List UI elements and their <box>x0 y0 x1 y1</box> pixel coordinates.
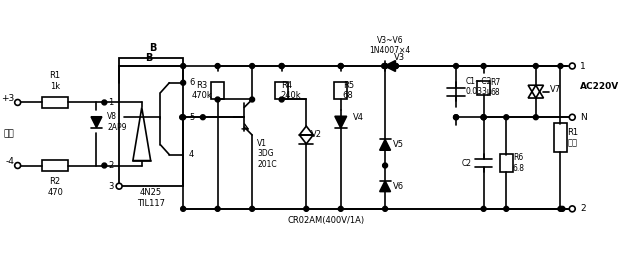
Circle shape <box>215 206 220 211</box>
Circle shape <box>504 206 509 211</box>
Text: 3: 3 <box>108 182 113 191</box>
Text: 1: 1 <box>580 61 586 70</box>
Circle shape <box>215 97 220 102</box>
Circle shape <box>481 115 486 120</box>
Circle shape <box>116 183 122 189</box>
Circle shape <box>504 115 509 120</box>
Text: -4: -4 <box>6 157 14 166</box>
Circle shape <box>338 64 343 68</box>
Text: V3: V3 <box>394 53 405 62</box>
Polygon shape <box>384 61 396 72</box>
Circle shape <box>338 64 343 68</box>
Circle shape <box>454 115 458 120</box>
Circle shape <box>181 64 186 68</box>
Text: V7: V7 <box>550 85 562 94</box>
Circle shape <box>382 64 387 68</box>
Text: R1
负载: R1 负载 <box>567 128 578 147</box>
Circle shape <box>14 162 21 169</box>
Text: R6
6.8: R6 6.8 <box>512 153 524 173</box>
Text: 2: 2 <box>108 161 113 170</box>
Circle shape <box>180 115 185 120</box>
Text: R7
68: R7 68 <box>490 78 501 97</box>
Text: V3~V6
1N4007×4: V3~V6 1N4007×4 <box>369 36 411 55</box>
Text: 4N25
TIL117: 4N25 TIL117 <box>137 188 165 208</box>
Text: 4: 4 <box>189 150 194 159</box>
Text: C1~C2
0.033μ: C1~C2 0.033μ <box>466 77 493 96</box>
Text: 6: 6 <box>189 78 195 87</box>
Text: R3
470k: R3 470k <box>192 81 212 100</box>
Text: V1
3DG
201C: V1 3DG 201C <box>257 139 277 169</box>
Circle shape <box>454 115 458 120</box>
Circle shape <box>102 163 107 168</box>
Circle shape <box>382 206 387 211</box>
Circle shape <box>382 163 387 168</box>
Bar <box>43 160 68 171</box>
Circle shape <box>200 115 205 120</box>
Circle shape <box>394 64 398 68</box>
Text: V2: V2 <box>311 130 322 139</box>
Text: +3: +3 <box>1 94 14 103</box>
Bar <box>553 123 567 152</box>
Polygon shape <box>335 116 347 128</box>
Circle shape <box>279 64 284 68</box>
Text: 5: 5 <box>189 113 194 122</box>
Circle shape <box>181 80 186 85</box>
Text: AC220V: AC220V <box>580 82 619 91</box>
Text: V4: V4 <box>352 113 364 122</box>
Text: B: B <box>145 53 152 63</box>
Circle shape <box>338 206 343 211</box>
Bar <box>119 58 183 186</box>
Circle shape <box>279 64 284 68</box>
Circle shape <box>481 115 486 120</box>
Circle shape <box>250 64 255 68</box>
Bar <box>477 81 490 95</box>
Circle shape <box>279 97 284 102</box>
Bar <box>211 82 224 99</box>
Polygon shape <box>380 181 391 192</box>
Bar <box>275 82 288 99</box>
Circle shape <box>382 64 387 68</box>
Circle shape <box>304 206 309 211</box>
Polygon shape <box>380 139 391 150</box>
Circle shape <box>558 64 563 68</box>
Bar <box>500 154 513 172</box>
Circle shape <box>533 115 538 120</box>
Circle shape <box>382 64 387 68</box>
Circle shape <box>250 97 255 102</box>
Text: 输入: 输入 <box>3 130 14 139</box>
Circle shape <box>481 64 486 68</box>
Text: V5: V5 <box>393 140 404 149</box>
Circle shape <box>181 115 186 120</box>
Circle shape <box>250 206 255 211</box>
Text: N: N <box>580 113 587 122</box>
Polygon shape <box>91 117 102 127</box>
Circle shape <box>102 100 107 105</box>
Circle shape <box>569 206 575 212</box>
Text: B: B <box>149 43 156 53</box>
Text: R1
1k: R1 1k <box>49 71 61 91</box>
Circle shape <box>558 206 563 211</box>
Bar <box>334 82 347 99</box>
Circle shape <box>454 64 458 68</box>
Text: 2: 2 <box>580 204 586 213</box>
Circle shape <box>533 64 538 68</box>
Circle shape <box>181 206 186 211</box>
Text: 1: 1 <box>108 98 113 107</box>
Circle shape <box>481 115 486 120</box>
Bar <box>43 97 68 108</box>
Text: V8
2AP9: V8 2AP9 <box>107 112 127 132</box>
Circle shape <box>560 206 565 211</box>
Text: CR02AM(400V/1A): CR02AM(400V/1A) <box>287 216 364 225</box>
Text: C2: C2 <box>462 158 472 167</box>
Circle shape <box>14 99 21 105</box>
Text: R2
470: R2 470 <box>47 177 63 197</box>
Circle shape <box>394 64 398 68</box>
Circle shape <box>215 64 220 68</box>
Circle shape <box>569 114 575 120</box>
Text: R4
240k: R4 240k <box>280 81 301 100</box>
Text: V6: V6 <box>393 182 404 191</box>
Circle shape <box>569 63 575 69</box>
Circle shape <box>481 206 486 211</box>
Text: R5
68: R5 68 <box>342 81 354 100</box>
